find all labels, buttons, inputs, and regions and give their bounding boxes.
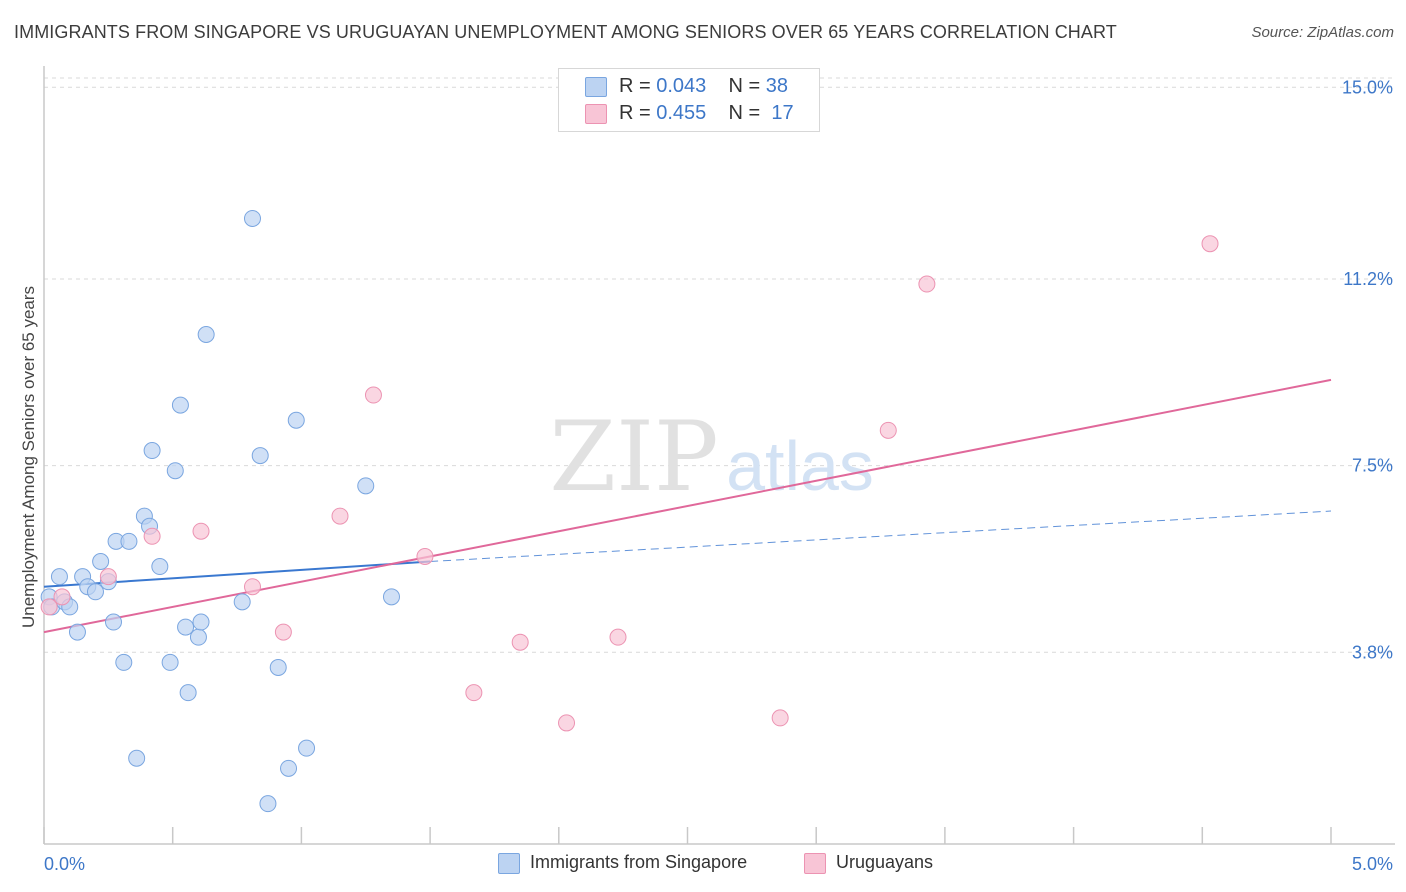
uruguayans-point-3 — [143, 527, 161, 545]
singapore-point-8 — [86, 583, 104, 601]
singapore-point-21 — [166, 462, 184, 480]
singapore-point-5 — [68, 623, 86, 641]
singapore-point-28 — [233, 593, 251, 611]
uruguayans-point-2 — [99, 568, 117, 586]
y-tick-label-0: 3.8% — [1352, 642, 1393, 662]
singapore-point-24 — [179, 684, 197, 702]
singapore-point-27 — [197, 325, 215, 343]
y-axis-label: Unemployment Among Seniors over 65 years — [19, 285, 38, 629]
y-tick-label-1: 7.5% — [1352, 456, 1393, 476]
singapore-point-19 — [151, 558, 169, 576]
legend-label-singapore: Immigrants from Singapore — [530, 852, 748, 872]
singapore-point-29 — [243, 209, 261, 227]
legend-swatch-blue — [585, 77, 607, 97]
singapore-point-34 — [287, 411, 305, 429]
uruguayans-point-8 — [364, 386, 382, 404]
singapore-point-11 — [104, 613, 122, 631]
uruguayans-point-1 — [53, 588, 71, 606]
uruguayans-point-15 — [879, 421, 897, 439]
legend-n-label-2: N = — [728, 102, 761, 124]
uruguayans-point-17 — [1201, 235, 1219, 253]
legend-n-value-1: 38 — [765, 75, 789, 97]
singapore-point-36 — [357, 477, 375, 495]
singapore-point-25 — [189, 628, 207, 646]
uruguayans-point-6 — [274, 623, 292, 641]
uruguayans-point-10 — [465, 684, 483, 702]
singapore-point-22 — [171, 396, 189, 414]
uruguayans-point-16 — [918, 275, 936, 293]
singapore-point-9 — [92, 553, 110, 571]
singapore-point-23 — [177, 618, 195, 636]
y-tick-label-2: 11.2% — [1343, 269, 1393, 289]
singapore-point-26 — [192, 613, 210, 631]
singapore-point-14 — [120, 532, 138, 550]
uruguayans-point-0 — [40, 598, 58, 616]
singapore-point-13 — [115, 653, 133, 671]
singapore-point-30 — [251, 447, 269, 465]
y-tick-label-3: 15.0% — [1342, 77, 1393, 97]
legend-swatch-singapore — [498, 853, 520, 874]
legend-label-uruguayans: Uruguayans — [836, 852, 934, 872]
legend-swatch-uruguayans — [804, 853, 826, 874]
uruguayans-point-11 — [511, 633, 529, 651]
singapore-point-20 — [161, 653, 179, 671]
watermark-zip: ZIP — [549, 401, 718, 513]
singapore-point-2 — [50, 568, 68, 586]
uruguayans-point-12 — [558, 714, 576, 732]
uruguayans-point-13 — [609, 628, 627, 646]
legend-r-label-1: R = — [619, 75, 651, 97]
uruguayans-point-14 — [771, 709, 789, 727]
uruguayans-point-4 — [192, 522, 210, 540]
singapore-point-18 — [143, 442, 161, 460]
legend-r-value-2: 0.455 — [656, 102, 707, 124]
source-label: Source: ZipAtlas.com — [1251, 24, 1394, 41]
singapore-point-31 — [259, 795, 277, 813]
x-tick-label-1: 5.0% — [1352, 854, 1393, 874]
watermark-atlas: atlas — [726, 427, 874, 505]
trend-line-singapore-extension — [430, 510, 1332, 563]
singapore-point-32 — [269, 658, 287, 676]
legend-n-value-2: 17 — [771, 102, 794, 124]
uruguayans-point-7 — [331, 507, 349, 525]
legend-n-label-1: N = — [728, 75, 761, 97]
legend-r-value-1: 0.043 — [656, 75, 707, 97]
legend-r-label-2: R = — [619, 102, 651, 124]
correlation-legend: R = 0.043 N = 38 R = 0.455 N = 17 — [558, 68, 820, 132]
series-legend: Immigrants from Singapore Uruguayans — [0, 852, 1406, 878]
singapore-point-37 — [382, 588, 400, 606]
singapore-point-33 — [280, 759, 298, 777]
uruguayans-point-9 — [416, 547, 434, 565]
uruguayans-point-5 — [243, 578, 261, 596]
singapore-point-35 — [298, 739, 316, 757]
singapore-point-15 — [128, 749, 146, 767]
x-tick-label-0: 0.0% — [44, 854, 85, 874]
legend-swatch-pink — [585, 104, 607, 124]
chart-title: IMMIGRANTS FROM SINGAPORE VS URUGUAYAN U… — [14, 22, 1117, 42]
